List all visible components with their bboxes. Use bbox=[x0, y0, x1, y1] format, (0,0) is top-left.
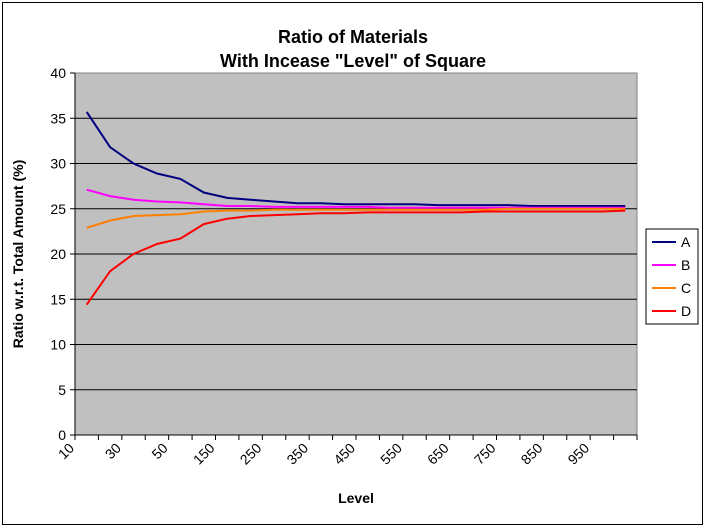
y-tick-label: 15 bbox=[50, 291, 66, 307]
x-tick-label: 10 bbox=[55, 440, 77, 462]
y-axis-title: Ratio w.r.t. Total Amount (%) bbox=[10, 160, 26, 348]
y-tick-label: 20 bbox=[50, 246, 66, 262]
y-tick-label: 5 bbox=[58, 382, 66, 398]
series-line-a bbox=[85, 111, 626, 207]
x-tick-label: 30 bbox=[102, 440, 124, 462]
x-tick-label: 450 bbox=[330, 440, 358, 468]
x-tick-label: 350 bbox=[283, 440, 311, 468]
y-tick-label: 25 bbox=[50, 201, 66, 217]
legend-label-d: D bbox=[681, 303, 691, 319]
x-tick-label: 150 bbox=[190, 440, 218, 468]
series-line-c bbox=[86, 207, 626, 229]
x-axis-ticks: 10 30 50 150 250 350 450 550 650 750 850 950 bbox=[55, 435, 638, 468]
y-tick-label: 40 bbox=[50, 65, 66, 81]
x-tick-label: 950 bbox=[564, 440, 592, 468]
x-axis-title: Level bbox=[338, 490, 374, 506]
chart-title-line-1: Ratio of Materials bbox=[278, 27, 428, 47]
y-tick-label: 30 bbox=[50, 156, 66, 172]
legend-label-c: C bbox=[681, 280, 691, 296]
y-tick-label: 10 bbox=[50, 337, 66, 353]
x-tick-label: 550 bbox=[377, 440, 405, 468]
chart-title-line-2: With Incease "Level" of Square bbox=[220, 51, 486, 71]
x-tick-label: 250 bbox=[237, 440, 265, 468]
legend-box bbox=[645, 228, 699, 325]
x-tick-label: 750 bbox=[471, 440, 499, 468]
series-line-d bbox=[85, 209, 626, 306]
legend-label-b: B bbox=[681, 257, 690, 273]
x-tick-label: 50 bbox=[148, 440, 170, 462]
series-lines bbox=[85, 111, 626, 306]
legend-label-a: A bbox=[681, 234, 691, 250]
y-tick-label: 0 bbox=[58, 427, 66, 443]
x-tick-label: 650 bbox=[424, 440, 452, 468]
y-tick-label: 35 bbox=[50, 110, 66, 126]
x-tick-label: 850 bbox=[518, 440, 546, 468]
